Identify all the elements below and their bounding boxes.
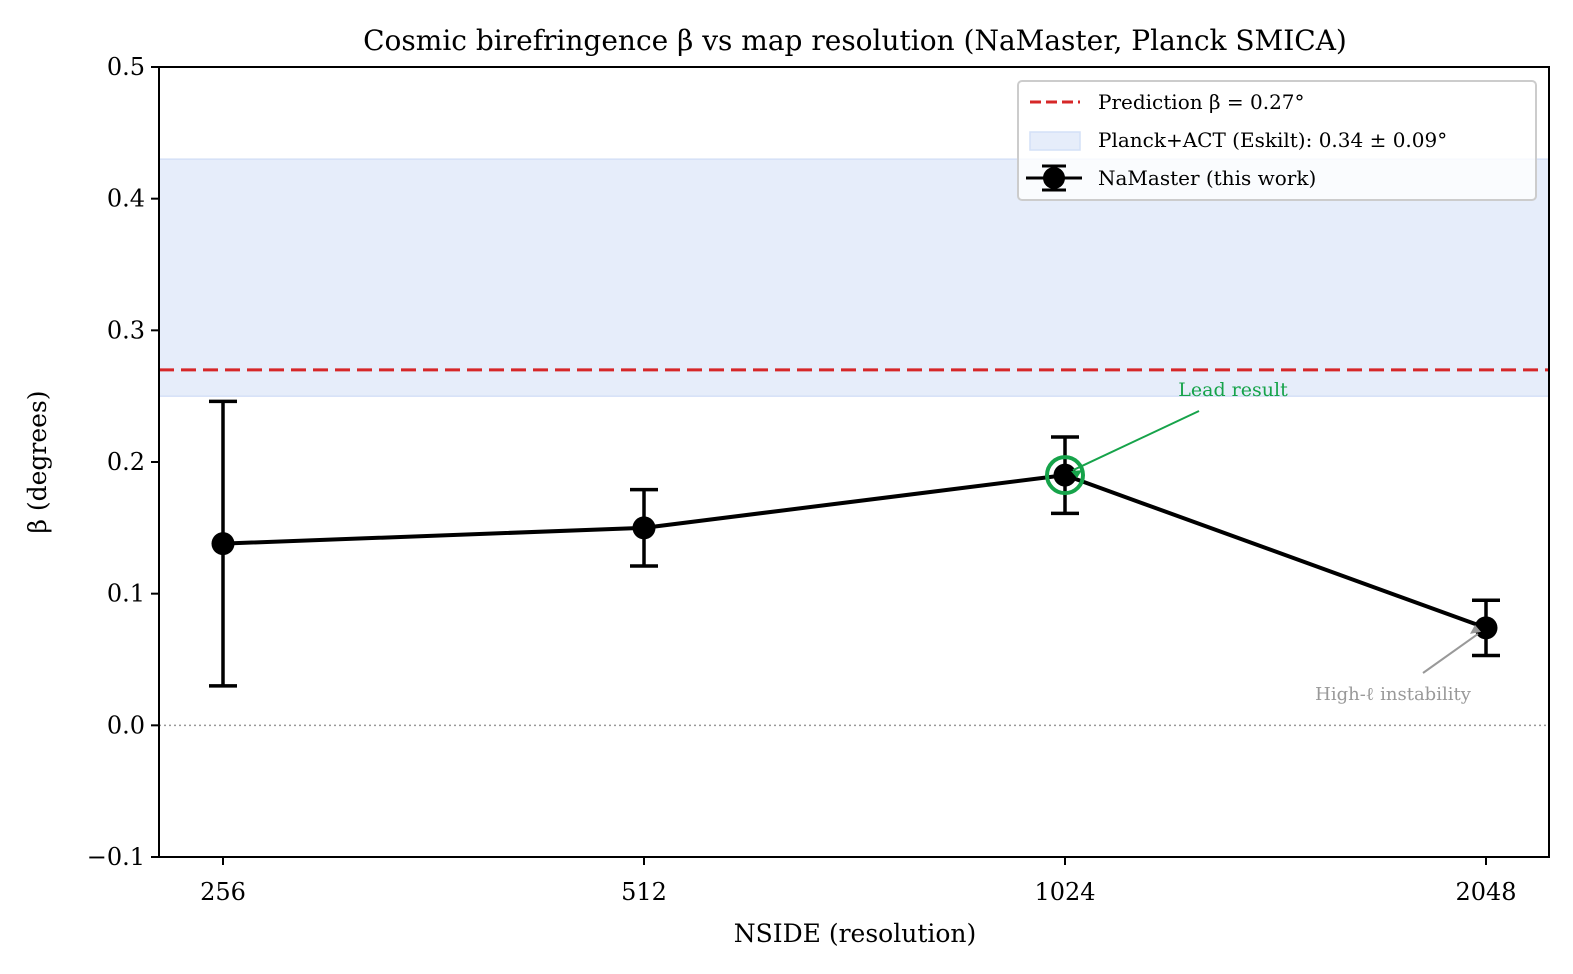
x-axis-ticks: 256 512 1024 2048 xyxy=(200,857,1517,906)
legend-errorbar-marker-icon xyxy=(1026,164,1082,192)
instability-arrow-head-icon xyxy=(1470,624,1481,634)
legend-label-prediction: Prediction β = 0.27° xyxy=(1098,90,1305,114)
lead-arrow-head-icon xyxy=(1071,470,1082,479)
data-point-512 xyxy=(630,487,658,568)
y-tick-label: 0.1 xyxy=(107,580,145,608)
reference-lines xyxy=(159,368,1549,727)
legend: Prediction β = 0.27° Planck+ACT (Eskilt)… xyxy=(1017,80,1537,201)
y-tick-label: 0.0 xyxy=(107,711,145,739)
marker-dot xyxy=(1474,616,1498,640)
legend-band-swatch-icon xyxy=(1029,131,1081,151)
data-point-2048 xyxy=(1472,598,1500,658)
marker-dot xyxy=(211,532,235,556)
y-tick-label: −0.1 xyxy=(87,843,145,871)
namaster-series xyxy=(209,399,1500,688)
x-tick-label: 2048 xyxy=(1455,878,1516,906)
marker-dot xyxy=(1053,463,1077,487)
annotation-lead-result: Lead result xyxy=(1178,379,1288,401)
legend-box xyxy=(1017,80,1537,201)
lead-arrow xyxy=(1072,410,1200,472)
y-tick-label: 0.5 xyxy=(107,53,145,81)
legend-label-planck-act: Planck+ACT (Eskilt): 0.34 ± 0.09° xyxy=(1098,128,1447,152)
marker-dot xyxy=(632,516,656,540)
x-axis-label: NSIDE (resolution) xyxy=(734,919,977,948)
x-tick-label: 256 xyxy=(200,878,246,906)
y-axis-ticks: −0.1 0.0 0.1 0.2 0.3 0.4 0.5 xyxy=(87,53,159,871)
y-tick-label: 0.2 xyxy=(107,448,145,476)
y-tick-label: 0.4 xyxy=(107,185,145,213)
chart-title: Cosmic birefringence β vs map resolution… xyxy=(363,24,1347,57)
legend-label-namaster: NaMaster (this work) xyxy=(1098,166,1316,190)
annotations: Lead result High-ℓ instability xyxy=(1045,379,1481,705)
annotation-high-l-instability: High-ℓ instability xyxy=(1315,684,1472,705)
data-point-1024 xyxy=(1051,435,1079,516)
instability-arrow xyxy=(1422,633,1479,674)
lead-highlight-ring xyxy=(1045,455,1085,496)
x-tick-label: 1024 xyxy=(1034,878,1095,906)
data-point-256 xyxy=(209,399,237,688)
y-axis-label: β (degrees) xyxy=(23,390,52,533)
x-tick-label: 512 xyxy=(621,878,667,906)
series-line xyxy=(222,473,1487,630)
y-tick-label: 0.3 xyxy=(107,316,145,344)
